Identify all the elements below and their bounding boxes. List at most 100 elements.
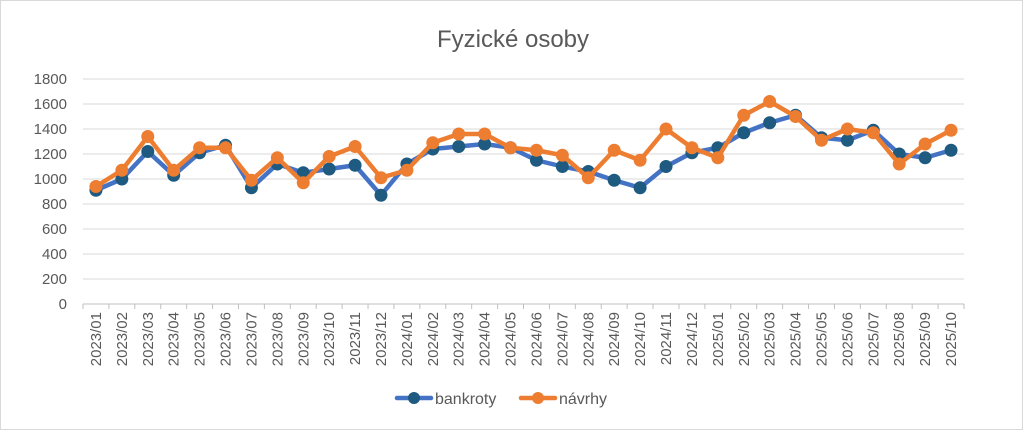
y-tick-label: 1600 [34,96,67,113]
data-point [763,116,777,130]
data-point [348,158,362,172]
x-tick-label: 2024/05 [503,312,520,366]
series-návrhy [89,95,958,193]
x-tick-label: 2025/01 [710,312,727,366]
data-point [737,108,751,122]
data-point [374,188,388,202]
data-point [840,122,854,136]
y-tick-label: 1200 [34,146,67,163]
x-tick-label: 2023/03 [140,312,157,366]
data-point [918,137,932,151]
y-axis-ticks: 0 200 400 600 800 1000 1200 1400 1600 1800 [34,71,67,313]
x-tick-label: 2023/04 [166,312,183,366]
data-point [504,141,518,155]
x-tick-label: 2025/05 [813,312,830,366]
x-tick-label: 2024/09 [606,312,623,366]
x-tick-label: 2024/08 [580,312,597,366]
x-tick-label: 2025/08 [891,312,908,366]
x-tick-label: 2023/12 [373,312,390,366]
x-tick-label: 2023/07 [243,312,260,366]
data-point [685,141,699,155]
data-point [918,151,932,165]
data-point [607,143,621,157]
data-point [89,180,103,193]
series-bankroty [89,108,958,202]
y-tick-label: 600 [42,221,67,238]
data-point [789,110,803,123]
y-tick-label: 200 [42,271,67,288]
data-point [219,141,233,155]
x-tick-label: 2025/10 [943,312,960,366]
data-point [141,145,155,158]
x-tick-label: 2023/01 [88,312,105,366]
x-axis-ticks: 2023/01 2023/02 2023/03 2023/04 2023/05 2023/… [82,304,965,366]
data-point [555,160,569,173]
x-tick-label: 2025/06 [839,312,856,366]
data-point [115,163,129,177]
data-point [400,163,414,177]
data-point [374,171,388,185]
x-tick-label: 2025/07 [865,312,882,366]
data-point [244,173,258,187]
series-line [93,99,954,189]
x-tick-label: 2024/03 [451,312,468,366]
data-point [840,133,854,147]
legend-marker [532,392,544,404]
x-tick-label: 2023/11 [347,312,364,365]
y-tick-label: 1800 [34,71,67,88]
data-point [270,151,284,165]
data-point [944,123,958,137]
data-point [763,95,777,108]
x-tick-label: 2024/01 [399,312,416,366]
y-tick-label: 400 [42,246,67,263]
x-tick-label: 2025/03 [762,312,779,366]
data-point [866,126,880,140]
data-point [659,122,673,136]
y-tick-label: 0 [59,296,67,313]
series-line [93,113,954,198]
data-point [529,143,543,157]
data-point [581,171,595,185]
data-point [452,140,466,153]
y-tick-label: 800 [42,196,67,213]
x-tick-label: 2025/04 [788,312,805,366]
data-point [659,160,673,173]
x-tick-label: 2024/11 [658,312,675,365]
data-point [426,136,440,150]
legend-item-návrhy: návrhy [518,391,607,408]
data-point [607,173,621,187]
data-point [737,126,751,140]
legend-label: návrhy [559,391,607,408]
y-tick-label: 1400 [34,121,67,138]
x-tick-label: 2025/02 [736,312,753,366]
x-tick-label: 2024/02 [425,312,442,366]
data-point [555,148,569,162]
data-point [711,151,725,165]
data-point [348,140,362,153]
series-layer [89,95,958,202]
x-tick-label: 2024/07 [554,312,571,366]
data-point [478,127,492,141]
data-point [814,133,828,147]
data-point [452,127,466,141]
x-tick-label: 2024/06 [528,312,545,366]
x-tick-label: 2023/06 [218,312,235,366]
x-tick-label: 2024/04 [477,312,494,366]
x-tick-label: 2023/09 [295,312,312,366]
x-tick-label: 2024/12 [684,312,701,366]
legend: bankroty návrhy [394,391,607,408]
data-point [944,143,958,157]
data-point [322,162,336,176]
data-point [141,130,155,143]
x-tick-label: 2023/10 [321,312,338,366]
x-tick-label: 2023/08 [269,312,286,366]
data-point [296,176,310,190]
gridlines [83,78,964,305]
x-tick-label: 2023/02 [114,312,131,366]
data-point [322,150,336,163]
data-point [167,163,181,177]
data-point [193,141,207,155]
x-tick-label: 2025/09 [917,312,934,366]
